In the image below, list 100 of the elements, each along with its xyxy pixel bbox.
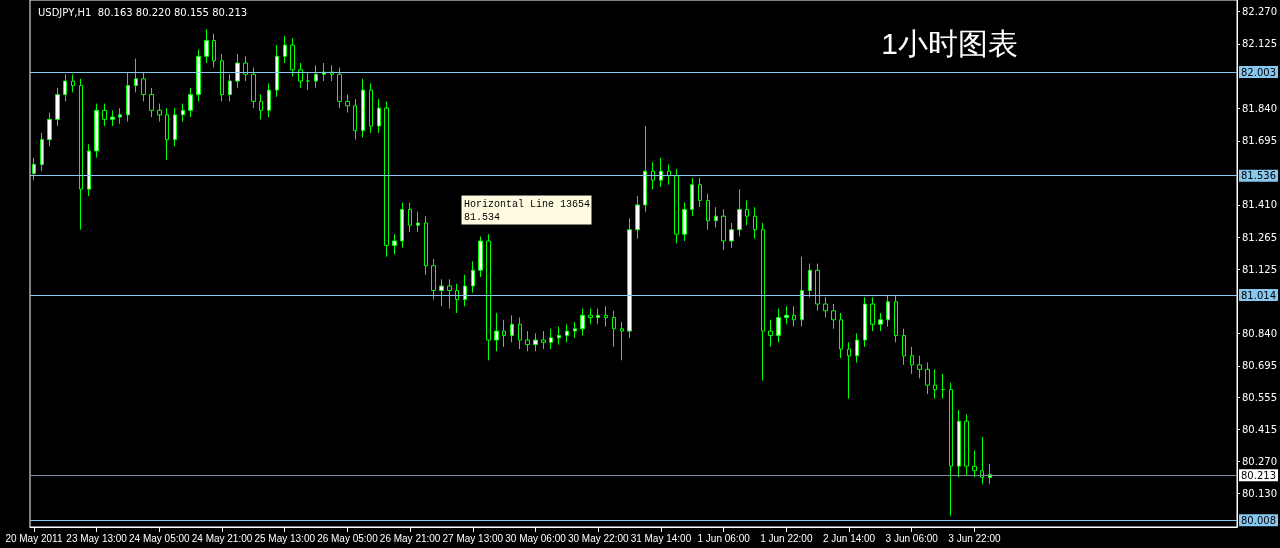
candlestick [768, 319, 773, 348]
candlestick [220, 53, 224, 102]
candlestick [431, 258, 436, 301]
candlestick [196, 49, 201, 102]
candlestick [212, 33, 216, 69]
candlestick [306, 71, 310, 91]
y-tick-label: 80.840 [1242, 327, 1277, 339]
candlestick [110, 109, 115, 127]
y-tick-label: 80.695 [1242, 360, 1277, 372]
candlestick [518, 317, 522, 350]
candlestick [910, 346, 914, 375]
candlestick [823, 296, 828, 319]
candlestick [612, 310, 616, 348]
candlestick [55, 87, 60, 127]
x-tick-label: 26 May 05:00 [317, 532, 379, 544]
candlestick [635, 195, 640, 240]
candlestick [596, 308, 600, 325]
candlestick [259, 94, 263, 120]
candlestick [345, 94, 350, 114]
candlestick [181, 103, 185, 123]
candlestick [361, 78, 365, 138]
candlestick [902, 328, 906, 366]
candlestick [792, 305, 796, 328]
candlestick [486, 233, 491, 361]
candlestick [400, 202, 404, 249]
candlestick [204, 28, 209, 64]
candlestick [47, 112, 52, 147]
candlestick [126, 71, 130, 123]
candlestick [141, 71, 146, 102]
candlestick [847, 341, 851, 400]
candlestick [714, 206, 718, 228]
candlestick [941, 373, 945, 400]
candlestick [549, 328, 553, 350]
candlestick [831, 303, 836, 330]
y-tick-label: 80.270 [1242, 456, 1277, 468]
candlestick [580, 308, 585, 337]
candlestick [878, 312, 883, 332]
ref-line-label: 81.014 [1241, 289, 1276, 301]
candlestick [510, 314, 514, 343]
candlestick [776, 308, 781, 343]
ref-line-label: 80.008 [1241, 514, 1276, 526]
candlestick [251, 67, 256, 109]
candlestick [102, 103, 107, 127]
candlestick [964, 413, 969, 476]
candlestick [980, 436, 984, 485]
candlestick [855, 332, 859, 364]
candlestick [322, 62, 326, 82]
y-tick-label: 82.125 [1242, 38, 1277, 50]
candlestick [228, 73, 232, 102]
candlestick [32, 157, 36, 181]
x-tick-label: 20 May 2011 [5, 532, 63, 544]
x-tick-label: 3 Jun 06:00 [885, 532, 939, 544]
candlestick [173, 107, 177, 147]
text: USDJPY,H1 80.163 80.220 80.155 80.213 [38, 6, 248, 18]
candlestick [283, 35, 287, 64]
candlestick [620, 321, 624, 361]
x-tick-label: 25 May 13:00 [254, 532, 316, 544]
candlestick [235, 53, 240, 89]
candlestick [455, 283, 459, 314]
candlestick [651, 161, 655, 190]
candlestick [870, 296, 875, 332]
candlestick [957, 409, 961, 478]
candlestick [384, 100, 389, 258]
x-tick-label: 1 Jun 22:00 [760, 532, 813, 544]
candlestick [604, 305, 608, 328]
candlestick [416, 211, 420, 233]
candlestick [886, 294, 890, 328]
x-tick-label: 1 Jun 06:00 [697, 532, 751, 544]
candlestick [157, 103, 162, 123]
candlestick [275, 44, 279, 98]
candlestick [118, 107, 122, 125]
candlestick [682, 202, 687, 242]
candlestick [533, 332, 538, 352]
x-tick-label: 2 Jun 14:00 [822, 532, 876, 544]
candlestick [627, 217, 632, 339]
candlestick [917, 355, 922, 379]
candlestick [353, 98, 357, 141]
candlestick [643, 125, 647, 213]
candlestick [149, 87, 154, 118]
candlestick [165, 107, 169, 161]
candlestick [40, 132, 44, 172]
x-tick-label: 30 May 22:00 [567, 532, 629, 544]
x-tick-label: 23 May 13:00 [66, 532, 128, 544]
candlestick [698, 177, 702, 208]
candlestick [721, 208, 726, 251]
ref-line-label: 82.003 [1241, 66, 1276, 78]
ref-line-label: 80.213 [1241, 469, 1276, 481]
candlestick [94, 103, 99, 159]
candlestick [706, 193, 710, 231]
y-tick-label: 82.270 [1242, 5, 1277, 17]
candlestick [71, 73, 75, 93]
candlestick [800, 256, 804, 328]
y-tick-label: 81.410 [1242, 199, 1277, 211]
candlestick [737, 188, 742, 237]
candlestick [392, 233, 397, 255]
candlestick [243, 55, 248, 82]
candlestick [894, 294, 898, 343]
candlestick [134, 58, 138, 93]
candlestick [337, 67, 342, 109]
candlestick [557, 326, 561, 346]
